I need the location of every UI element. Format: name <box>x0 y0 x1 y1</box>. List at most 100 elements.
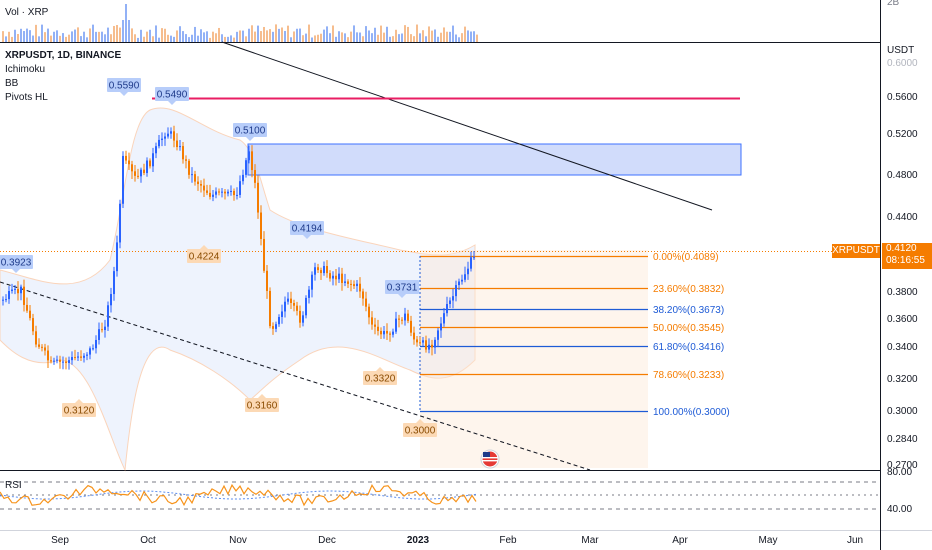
candle-body <box>248 151 250 161</box>
volume-bar <box>5 36 7 42</box>
volume-bar <box>461 33 463 42</box>
candle-body <box>2 299 4 301</box>
volume-bar <box>401 33 403 42</box>
candle-body <box>254 170 256 183</box>
candle-body <box>386 330 388 334</box>
volume-bar <box>446 31 448 42</box>
volume-bar <box>278 28 280 42</box>
volume-bar <box>197 35 199 42</box>
candle-body <box>422 340 424 343</box>
resistance-zone-rect[interactable] <box>247 143 742 176</box>
candle-body <box>440 323 442 331</box>
volume-bar <box>434 29 436 42</box>
volume-bar <box>71 31 73 42</box>
volume-bar <box>98 31 100 42</box>
indicator-bb[interactable]: BB <box>5 78 19 89</box>
candle-body <box>380 330 382 335</box>
candle-body <box>305 297 307 316</box>
pivot-label: 0.5100 <box>233 123 267 141</box>
time-tick-label: 2023 <box>407 535 430 546</box>
price-axis-top-label: 0.6000 <box>887 58 918 69</box>
price-tick-label: 0.2840 <box>887 434 918 445</box>
volume-bar <box>344 33 346 42</box>
volume-bar <box>11 36 13 42</box>
indicator-pivots[interactable]: Pivots HL <box>5 92 48 103</box>
volume-bar <box>182 31 184 42</box>
pivot-label: 0.3731 <box>385 280 419 298</box>
rsi-tick-80: 80.00 <box>887 467 913 478</box>
volume-bar <box>38 36 40 42</box>
candle-body <box>128 160 130 165</box>
us-flag-icon[interactable] <box>480 449 500 469</box>
candle-body <box>383 330 385 335</box>
volume-bar <box>305 33 307 42</box>
candle-body <box>65 361 67 363</box>
volume-bar <box>266 30 268 42</box>
descending-trendline[interactable] <box>221 41 713 211</box>
volume-bar <box>260 31 262 42</box>
price-tick-label: 0.3800 <box>887 287 918 298</box>
candle-body <box>23 286 25 305</box>
candle-body <box>428 344 430 350</box>
candle-body <box>434 339 436 348</box>
volume-bar <box>155 25 157 42</box>
candle-body <box>449 300 451 305</box>
svg-text:0.3320: 0.3320 <box>365 374 396 385</box>
volume-bar <box>413 36 415 42</box>
svg-text:0.3000: 0.3000 <box>405 426 436 437</box>
volume-bar <box>389 36 391 42</box>
volume-bar <box>236 31 238 42</box>
volume-bar <box>41 24 43 42</box>
pivot-label: 0.3923 <box>0 255 33 273</box>
volume-bar <box>116 25 118 42</box>
indicator-ichimoku[interactable]: Ichimoku <box>5 64 46 75</box>
candle-body <box>302 315 304 323</box>
symbol-legend[interactable]: XRPUSDT, 1D, BINANCE <box>5 50 122 61</box>
volume-bar <box>392 36 394 42</box>
volume-bar <box>164 28 166 42</box>
volume-axis-label: 2B <box>887 0 900 8</box>
candle-body <box>470 257 472 269</box>
volume-bar <box>50 35 52 42</box>
volume-bar <box>17 34 19 42</box>
candle-body <box>377 326 379 331</box>
volume-bar <box>455 34 457 42</box>
volume-bar <box>386 26 388 42</box>
volume-bar <box>23 31 25 42</box>
candle-body <box>416 339 418 343</box>
volume-bar <box>356 32 358 42</box>
candle-body <box>158 139 160 147</box>
dashed-support-trendline[interactable] <box>0 281 591 471</box>
volume-bar <box>254 31 256 42</box>
volume-bar <box>458 37 460 42</box>
volume-legend[interactable]: Vol · XRP <box>5 7 49 18</box>
candle-body <box>20 286 22 294</box>
pivot-label: 0.4224 <box>187 245 221 263</box>
candle-body <box>443 313 445 324</box>
volume-bar <box>29 30 31 42</box>
rsi-legend[interactable]: RSI <box>5 480 22 491</box>
candle-body <box>176 140 178 148</box>
candle-body <box>362 291 364 299</box>
volume-bar <box>185 34 187 42</box>
fib-levels: 0.00%(0.4089) 23.60%(0.3832) 38.20%(0.3673… <box>419 252 730 418</box>
volume-bar <box>272 31 274 42</box>
svg-text:0.5490: 0.5490 <box>157 90 188 101</box>
candle-body <box>284 301 286 312</box>
candle-body <box>146 160 148 174</box>
candle-body <box>323 266 325 274</box>
volume-bar <box>383 32 385 42</box>
candle-body <box>44 347 46 351</box>
candle-body <box>410 320 412 333</box>
volume-bar <box>329 33 331 42</box>
volume-bar <box>362 36 364 42</box>
volume-bar <box>8 31 10 42</box>
candle-body <box>215 191 217 195</box>
candle-body <box>230 190 232 192</box>
svg-text:0.3160: 0.3160 <box>247 401 278 412</box>
candle-body <box>278 316 280 325</box>
candle-body <box>359 283 361 292</box>
volume-bar <box>176 30 178 42</box>
candle-body <box>467 268 469 275</box>
